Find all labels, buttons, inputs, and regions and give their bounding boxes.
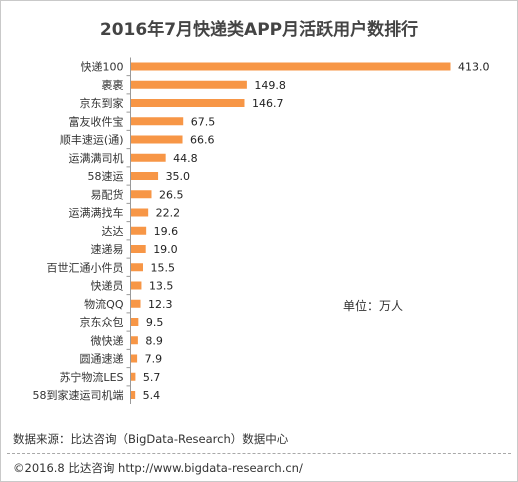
category-label: 快递100 bbox=[81, 60, 124, 74]
unit-note: 单位：万人 bbox=[343, 299, 404, 313]
category-label: 苏宁物流LES bbox=[59, 370, 123, 384]
category-label: 速递易 bbox=[91, 242, 124, 256]
bar bbox=[131, 391, 136, 399]
bar bbox=[131, 226, 147, 235]
value-label: 13.5 bbox=[149, 280, 174, 293]
category-label: 京东到家 bbox=[80, 96, 124, 110]
bar bbox=[131, 190, 152, 199]
value-label: 8.9 bbox=[145, 334, 163, 347]
bar bbox=[131, 135, 183, 144]
value-label: 35.0 bbox=[166, 170, 191, 183]
bar bbox=[131, 245, 146, 253]
bar bbox=[131, 208, 149, 217]
value-label: 67.5 bbox=[191, 115, 216, 128]
value-label: 7.9 bbox=[145, 353, 163, 366]
bar bbox=[131, 263, 143, 272]
value-label: 5.4 bbox=[143, 389, 161, 402]
category-label: 物流QQ bbox=[84, 297, 124, 311]
category-label: 运满满司机 bbox=[69, 151, 124, 165]
footer-divider bbox=[7, 453, 511, 454]
bar bbox=[131, 299, 141, 308]
data-source: 数据来源：比达咨询（BigData-Research）数据中心 bbox=[13, 432, 289, 446]
category-label: 京东众包 bbox=[80, 315, 124, 329]
value-label: 19.0 bbox=[153, 243, 178, 256]
category-label: 快递员 bbox=[91, 279, 124, 293]
value-label: 12.3 bbox=[148, 298, 173, 311]
category-label: 达达 bbox=[102, 225, 124, 238]
copyright: ©2016.8 比达咨询 http://www.bigdata-research… bbox=[13, 461, 303, 475]
bar bbox=[131, 117, 184, 126]
bar bbox=[131, 62, 451, 71]
category-label: 易配货 bbox=[91, 187, 124, 201]
category-label: 富友收件宝 bbox=[69, 114, 124, 128]
value-label: 149.8 bbox=[254, 79, 286, 92]
value-label: 15.5 bbox=[150, 261, 175, 274]
value-label: 26.5 bbox=[159, 188, 184, 201]
category-label: 顺丰速运(通) bbox=[60, 134, 124, 147]
chart-title: 2016年7月快递类APP月活跃用户数排行 bbox=[99, 20, 419, 40]
value-label: 22.2 bbox=[156, 207, 181, 220]
bar bbox=[131, 99, 245, 107]
category-label: 裹裹 bbox=[102, 78, 124, 92]
bar bbox=[131, 354, 138, 363]
category-label: 运满满找车 bbox=[69, 206, 124, 220]
bar bbox=[131, 153, 166, 162]
bar-chart: 快递100 413.0 裹裹 149.8 京东到家 146.7 富友收件宝 67.5 顺丰速运(… bbox=[33, 57, 490, 404]
category-label: 圆通速递 bbox=[80, 352, 124, 366]
bar bbox=[131, 172, 159, 180]
bar bbox=[131, 372, 136, 381]
category-label: 百世汇通小件员 bbox=[47, 261, 124, 274]
bar bbox=[131, 281, 142, 290]
value-label: 5.7 bbox=[143, 371, 161, 384]
value-label: 66.6 bbox=[190, 134, 215, 147]
category-label: 58到家速运司机端 bbox=[33, 388, 124, 402]
category-label: 微快递 bbox=[91, 333, 124, 347]
value-label: 9.5 bbox=[146, 316, 164, 329]
bar bbox=[131, 336, 138, 345]
value-label: 19.6 bbox=[154, 225, 179, 238]
category-label: 58速运 bbox=[88, 170, 124, 183]
value-label: 413.0 bbox=[458, 61, 490, 74]
value-label: 44.8 bbox=[173, 152, 198, 165]
bar bbox=[131, 318, 139, 326]
value-label: 146.7 bbox=[252, 97, 284, 110]
bar bbox=[131, 80, 247, 89]
